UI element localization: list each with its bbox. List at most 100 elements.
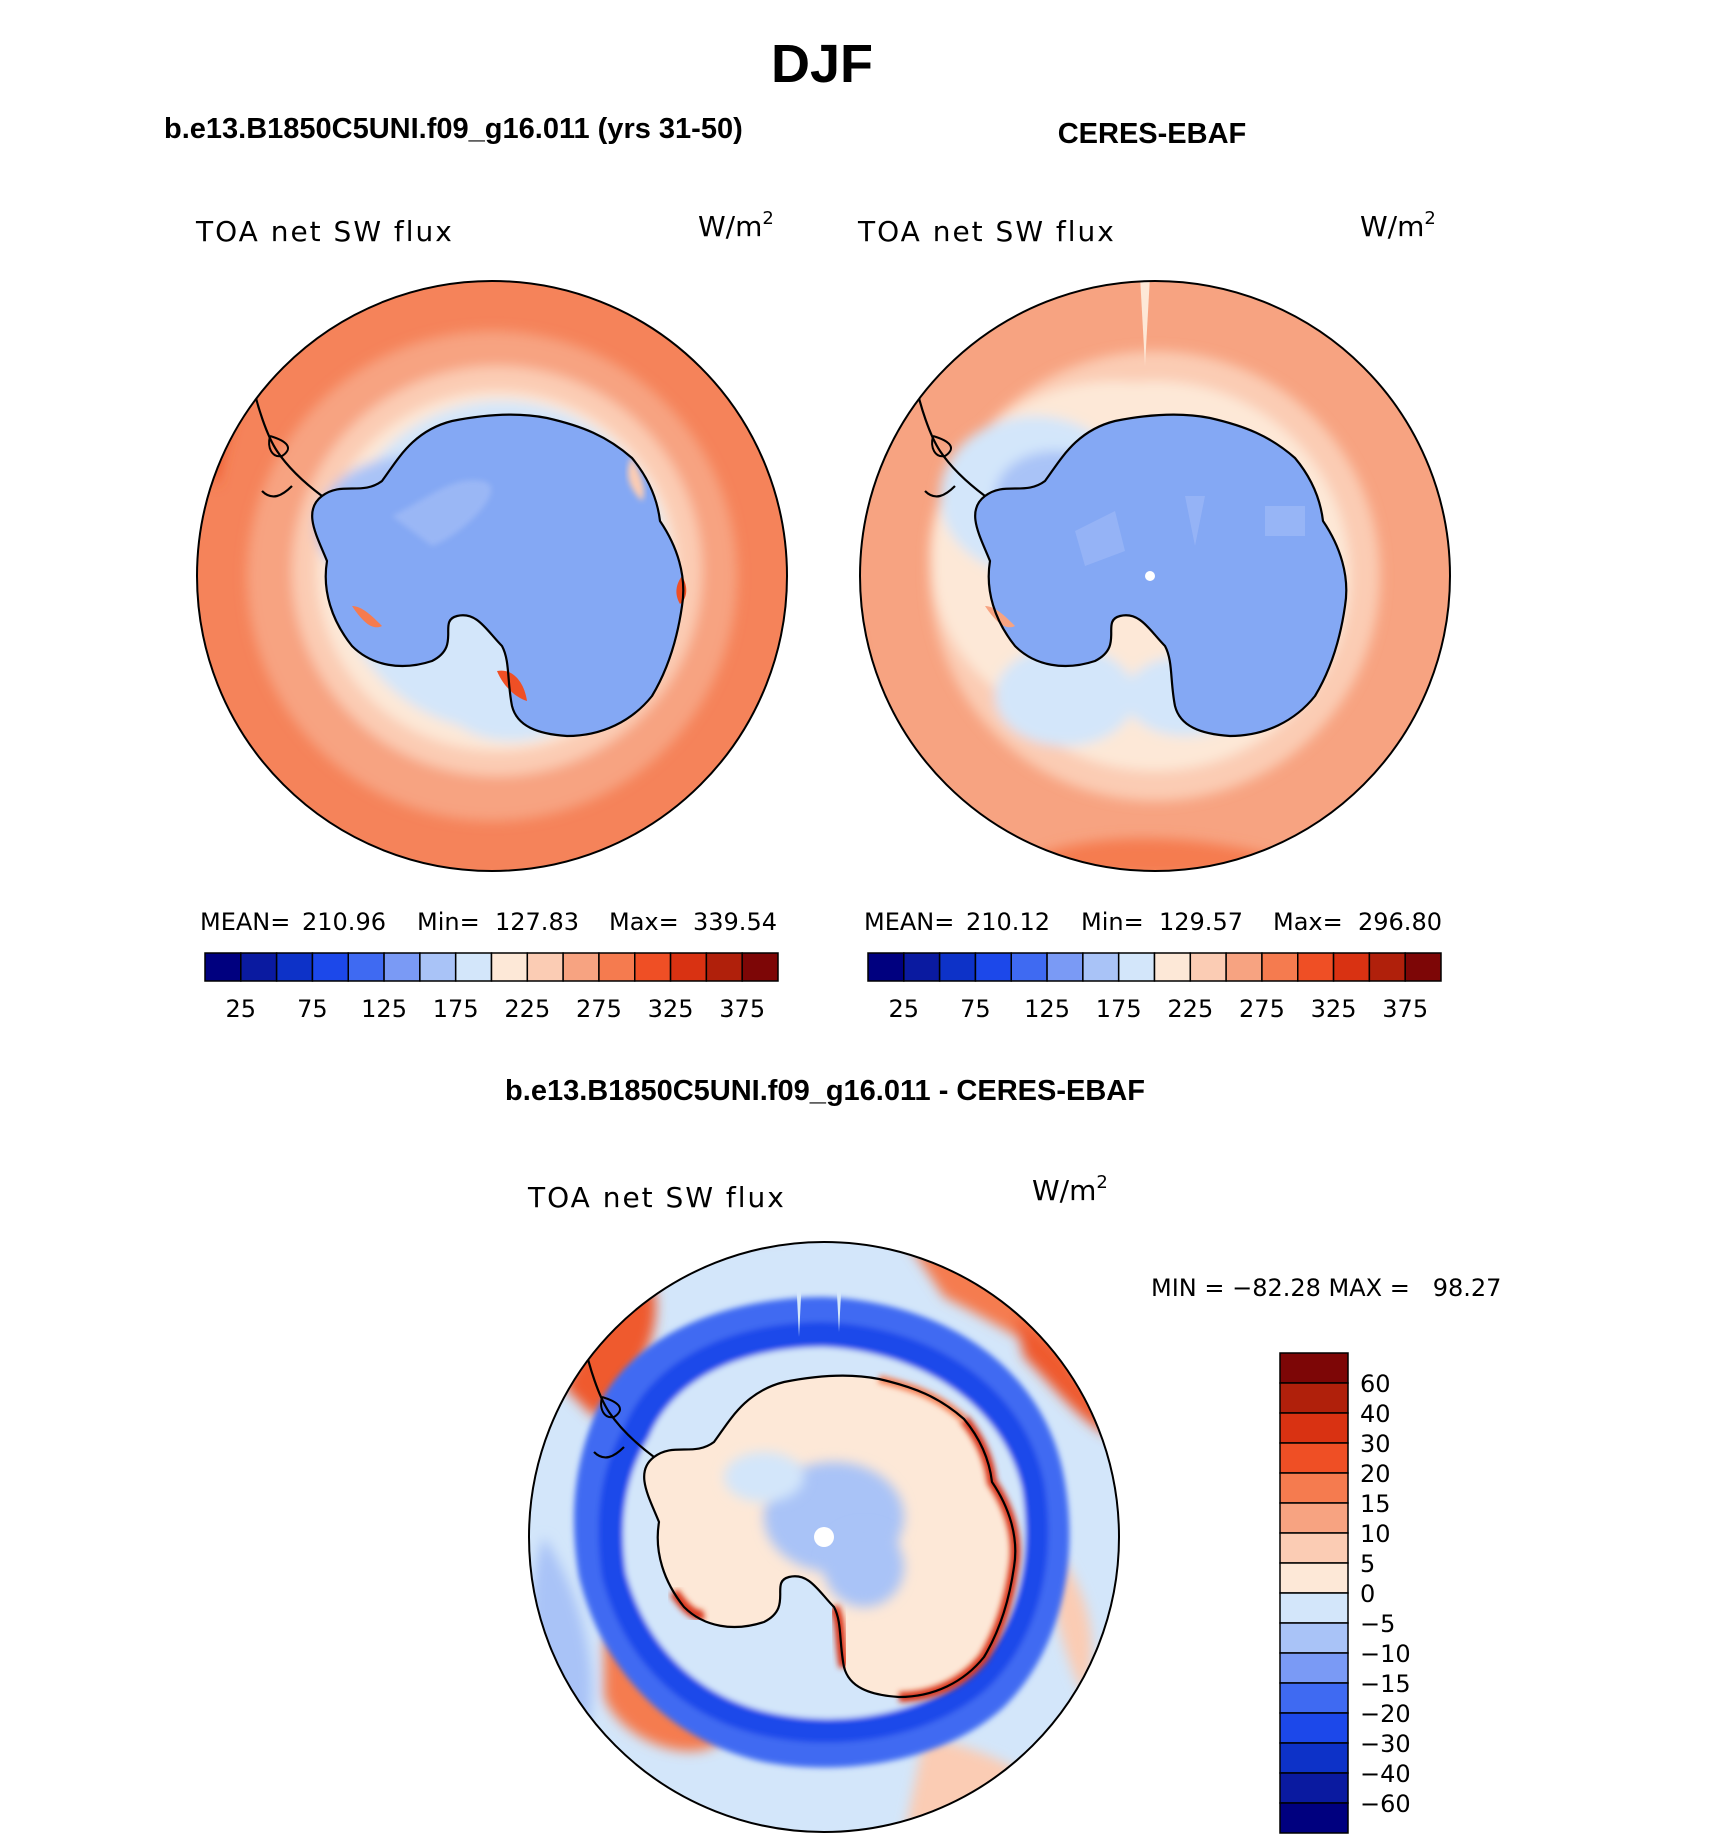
panel-diff-stats: MIN = −82.28 MAX = 98.27 xyxy=(1151,1274,1501,1302)
colorbar-swatch xyxy=(1117,952,1156,982)
colorbar-swatch xyxy=(741,952,779,982)
colorbar-swatch xyxy=(1225,952,1263,982)
colorbar-swatch xyxy=(1279,1532,1349,1564)
colorbar-swatch xyxy=(1082,952,1120,982)
panel-diff-title: b.e13.B1850C5UNI.f09_g16.011 - CERES-EBA… xyxy=(505,1075,1145,1107)
colorbar-swatch xyxy=(598,952,636,982)
panel-obs-units: W/m2 xyxy=(1360,208,1436,243)
colorbar-swatch xyxy=(526,952,564,982)
panel-model-max-label: Max= xyxy=(609,908,679,936)
colorbar-swatch xyxy=(1261,952,1299,982)
colorbar-tick-label: 15 xyxy=(1360,1490,1391,1518)
colorbar-tick-label: 0 xyxy=(1360,1580,1375,1608)
panel-obs-max: 296.80 xyxy=(1358,908,1442,936)
colorbar-swatch xyxy=(1297,952,1335,982)
colorbar-tick-label: 325 xyxy=(648,995,694,1023)
colorbar-swatch xyxy=(705,952,743,982)
colorbar-tick-label: 5 xyxy=(1360,1550,1375,1578)
colorbar-swatch xyxy=(1279,1502,1349,1534)
colorbar-swatch xyxy=(454,952,493,982)
panel-diff-units-base: W/m xyxy=(1032,1174,1096,1207)
colorbar-swatch xyxy=(1046,952,1084,982)
colorbar-tick-label: 375 xyxy=(719,995,765,1023)
colorbar-tick-label: 10 xyxy=(1360,1520,1391,1548)
panel-obs: CERES-EBAF TOA net SW flux W/m2 xyxy=(857,118,1451,1023)
colorbar-swatch xyxy=(1404,952,1442,982)
colorbar-tick-label: 225 xyxy=(1167,995,1213,1023)
colorbar-swatch xyxy=(903,952,941,982)
colorbar-swatch xyxy=(974,952,1012,982)
panel-diff-units-exp: 2 xyxy=(1096,1172,1107,1193)
panel-model-mean: 210.96 xyxy=(302,908,386,936)
colorbar-swatch xyxy=(240,952,278,982)
panel-model-title: b.e13.B1850C5UNI.f09_g16.011 (yrs 31-50) xyxy=(164,113,743,145)
panel-diff: b.e13.B1850C5UNI.f09_g16.011 - CERES-EBA… xyxy=(505,1075,1501,1834)
colorbar-swatch xyxy=(1279,1682,1349,1714)
colorbar-tick-label: 75 xyxy=(297,995,328,1023)
panel-obs-units-base: W/m xyxy=(1360,210,1424,243)
panel-obs-mean-label: MEAN= xyxy=(864,908,954,936)
colorbar-swatch xyxy=(562,952,600,982)
panel-obs-min: 129.57 xyxy=(1159,908,1243,936)
colorbar-swatch xyxy=(275,952,314,982)
panel-obs-map xyxy=(860,281,1450,871)
colorbar-tick-label: −40 xyxy=(1360,1760,1411,1788)
colorbar-swatch xyxy=(1189,952,1227,982)
colorbar-tick-label: 225 xyxy=(504,995,550,1023)
panel-obs-mean: 210.12 xyxy=(966,908,1050,936)
colorbar-swatch xyxy=(1279,1622,1349,1654)
panel-obs-min-label: Min= xyxy=(1081,908,1144,936)
colorbar-tick-label: 325 xyxy=(1311,995,1357,1023)
panel-model-units: W/m2 xyxy=(698,208,774,243)
colorbar-swatch xyxy=(938,952,977,982)
panel-model-variable: TOA net SW flux xyxy=(195,215,454,248)
panel-model-colorbar: 25 75 125 175 225 275 325 375 xyxy=(204,952,779,1023)
colorbar-swatch xyxy=(204,952,242,982)
colorbar-tick-label: −30 xyxy=(1360,1730,1411,1758)
panel-obs-units-exp: 2 xyxy=(1424,208,1435,229)
colorbar-swatch xyxy=(1279,1802,1349,1834)
colorbar-tick-label: 25 xyxy=(226,995,257,1023)
colorbar-swatch xyxy=(490,952,529,982)
panel-model-min: 127.83 xyxy=(495,908,579,936)
colorbar-swatch xyxy=(1279,1472,1349,1504)
colorbar-swatch xyxy=(1279,1562,1349,1594)
panel-diff-units: W/m2 xyxy=(1032,1172,1108,1207)
colorbar-tick-label: 20 xyxy=(1360,1460,1391,1488)
panel-model-map-border xyxy=(196,280,788,872)
colorbar-swatch xyxy=(669,952,708,982)
colorbar-swatch xyxy=(634,952,672,982)
panel-model-units-exp: 2 xyxy=(762,208,773,229)
colorbar-tick-label: −60 xyxy=(1360,1790,1411,1818)
main-title: DJF xyxy=(771,34,873,94)
colorbar-tick-label: 30 xyxy=(1360,1430,1391,1458)
panel-obs-max-label: Max= xyxy=(1273,908,1343,936)
colorbar-swatch xyxy=(1010,952,1048,982)
colorbar-swatch xyxy=(419,952,457,982)
colorbar-tick-label: 175 xyxy=(1096,995,1142,1023)
colorbar-tick-label: −10 xyxy=(1360,1640,1411,1668)
colorbar-tick-label: 60 xyxy=(1360,1370,1391,1398)
colorbar-swatch xyxy=(1279,1412,1349,1444)
colorbar-swatch xyxy=(347,952,385,982)
panel-diff-variable: TOA net SW flux xyxy=(527,1181,786,1214)
panel-diff-map xyxy=(529,1242,1119,1832)
colorbar-tick-label: 125 xyxy=(1024,995,1070,1023)
colorbar-tick-label: 40 xyxy=(1360,1400,1391,1428)
panel-model-max: 339.54 xyxy=(693,908,777,936)
colorbar-swatch xyxy=(383,952,421,982)
colorbar-swatch xyxy=(1279,1652,1349,1684)
panel-diff-map-border xyxy=(528,1241,1120,1833)
colorbar-tick-label: −5 xyxy=(1360,1610,1395,1638)
colorbar-swatch xyxy=(1279,1352,1349,1384)
panel-obs-map-border xyxy=(859,280,1451,872)
panel-model-mean-label: MEAN= xyxy=(200,908,290,936)
panel-obs-colorbar: 25 75 125 175 225 275 325 375 xyxy=(867,952,1442,1023)
colorbar-tick-label: 275 xyxy=(576,995,622,1023)
panel-model-units-base: W/m xyxy=(698,210,762,243)
colorbar-tick-label: −15 xyxy=(1360,1670,1411,1698)
colorbar-swatch xyxy=(1332,952,1371,982)
colorbar-tick-label: 75 xyxy=(960,995,991,1023)
colorbar-swatch xyxy=(1279,1712,1349,1744)
